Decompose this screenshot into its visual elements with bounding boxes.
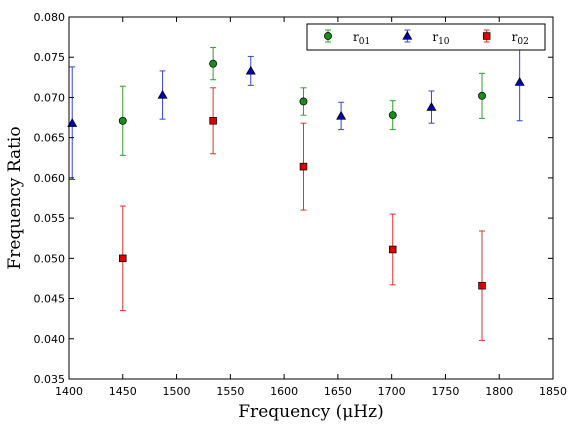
x-tick-label: 1850 (539, 385, 567, 398)
y-axis-title: Frequency Ratio (5, 126, 25, 269)
y-tick-label: 0.045 (34, 293, 66, 306)
x-tick-label: 1600 (270, 385, 298, 398)
y-tick-label: 0.035 (34, 373, 66, 386)
legend-label: r02 (512, 30, 529, 47)
x-tick-label: 1550 (216, 385, 244, 398)
legend-marker (324, 32, 332, 40)
y-tick-label: 0.070 (34, 91, 66, 104)
legend-marker (402, 30, 413, 40)
x-tick-label: 1650 (324, 385, 352, 398)
plot-frame (68, 16, 554, 380)
legend: r01 r10 r02 (306, 23, 546, 51)
legend-marker (482, 32, 491, 40)
y-tick-label: 0.060 (34, 172, 66, 185)
series-2 (119, 87, 486, 341)
y-tick-label: 0.075 (34, 51, 66, 64)
x-tick-label: 1450 (109, 385, 137, 398)
data-point (157, 89, 168, 99)
data-point (299, 97, 308, 106)
legend-box (306, 23, 546, 51)
data-point (67, 118, 78, 127)
data-point (514, 77, 525, 86)
y-tick-label: 0.065 (34, 132, 66, 145)
x-tick-label: 1400 (55, 385, 83, 398)
x-tick-label: 1750 (431, 385, 459, 398)
data-point (426, 101, 437, 111)
data-point (478, 91, 486, 100)
data-point (119, 254, 127, 263)
data-point (118, 116, 127, 125)
series-0 (118, 47, 486, 156)
data-point (299, 162, 308, 171)
data-point (388, 111, 397, 120)
y-tick-label: 0.080 (34, 11, 66, 24)
data-point (245, 65, 256, 75)
x-axis-title: Frequency (μHz) (238, 402, 383, 422)
data-point (388, 245, 397, 254)
x-tick-label: 1500 (163, 385, 191, 398)
legend-label: r01 (353, 30, 370, 47)
legend-label: r10 (432, 30, 449, 47)
y-tick-label: 0.055 (34, 212, 66, 225)
series-1 (67, 43, 525, 180)
data-point (209, 59, 218, 68)
y-tick-label: 0.040 (34, 333, 66, 346)
data-point (478, 281, 486, 290)
x-tick-label: 1800 (485, 385, 513, 398)
x-tick-label: 1700 (378, 385, 406, 398)
data-point (209, 117, 217, 125)
y-tick-label: 0.050 (34, 252, 66, 265)
data-point (336, 110, 347, 120)
